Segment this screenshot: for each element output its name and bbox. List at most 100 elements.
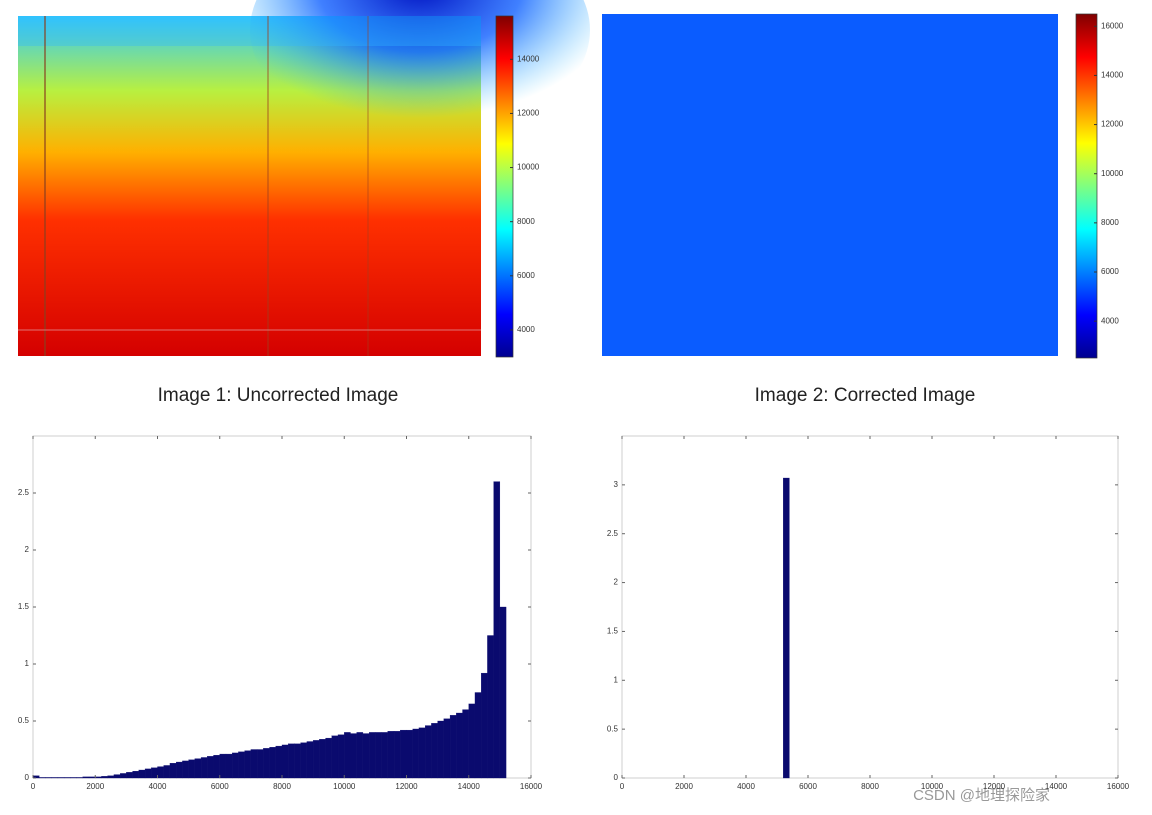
bar xyxy=(425,725,432,779)
x-tick-label: 4000 xyxy=(149,782,167,791)
bar xyxy=(76,777,83,779)
x-tick-label: 2000 xyxy=(675,782,693,791)
bar xyxy=(207,756,214,779)
plot-frame xyxy=(621,435,1119,779)
bar xyxy=(325,737,332,779)
y-tick-label: 3 xyxy=(614,480,619,489)
bar xyxy=(120,773,127,779)
bar xyxy=(400,729,407,779)
bar xyxy=(88,776,96,779)
bar xyxy=(344,732,351,779)
bar xyxy=(225,753,233,779)
bar xyxy=(443,718,451,779)
y-tick-label: 2.5 xyxy=(18,488,30,497)
x-tick-label: 12000 xyxy=(983,782,1006,791)
bar xyxy=(449,715,457,779)
bar xyxy=(126,772,133,779)
x-tick-label: 2000 xyxy=(86,782,104,791)
colorbar-tick-label: 14000 xyxy=(517,54,540,63)
x-tick-label: 0 xyxy=(620,782,625,791)
bar xyxy=(95,776,102,779)
bar xyxy=(132,771,139,779)
bar xyxy=(406,729,413,779)
colorbar xyxy=(495,15,514,358)
bar xyxy=(256,749,264,779)
bar xyxy=(387,731,395,779)
y-tick-label: 1.5 xyxy=(18,602,30,611)
bar xyxy=(456,712,463,779)
caption: Image 1: Uncorrected Image xyxy=(158,385,399,406)
bar xyxy=(107,775,115,779)
bar xyxy=(306,741,314,779)
bar xyxy=(169,763,177,779)
bar xyxy=(275,745,283,779)
bar xyxy=(375,732,382,779)
x-tick-label: 10000 xyxy=(333,782,356,791)
bar xyxy=(63,777,71,779)
colorbar-tick-label: 16000 xyxy=(1101,21,1124,30)
bar xyxy=(151,767,158,779)
bar xyxy=(45,777,52,779)
bar xyxy=(101,776,108,779)
bar xyxy=(288,743,295,779)
bar xyxy=(331,735,339,779)
bar xyxy=(499,606,507,779)
bar xyxy=(39,777,46,779)
y-tick-label: 0 xyxy=(25,773,30,782)
bar xyxy=(269,747,276,779)
heatmap-image-corrected xyxy=(602,14,1058,356)
bar xyxy=(412,728,420,779)
bar xyxy=(312,740,320,779)
bar xyxy=(381,732,388,779)
x-tick-label: 8000 xyxy=(861,782,879,791)
colorbar xyxy=(1075,13,1098,359)
colorbar-tick-label: 8000 xyxy=(517,217,535,226)
bar xyxy=(294,743,301,779)
colorbar-tick-label: 6000 xyxy=(1101,267,1119,276)
bar xyxy=(157,766,164,779)
y-tick-label: 2.5 xyxy=(607,529,619,538)
colorbar-tick-label: 4000 xyxy=(1101,316,1119,325)
colorbar-tick-label: 4000 xyxy=(517,325,535,334)
x-tick-label: 4000 xyxy=(737,782,755,791)
bar xyxy=(213,755,220,779)
x-tick-label: 12000 xyxy=(395,782,418,791)
bar xyxy=(144,768,152,779)
y-tick-label: 1 xyxy=(25,659,30,668)
colorbar-tick-label: 10000 xyxy=(517,163,540,172)
bar xyxy=(244,750,252,779)
colorbar-tick-label: 6000 xyxy=(517,271,535,280)
y-tick-label: 1 xyxy=(614,675,619,684)
bar xyxy=(487,635,494,779)
bar xyxy=(300,742,308,779)
x-tick-label: 0 xyxy=(31,782,36,791)
x-tick-label: 14000 xyxy=(458,782,481,791)
colorbar-tick-label: 12000 xyxy=(517,109,540,118)
bar xyxy=(493,481,501,779)
bar xyxy=(431,723,438,779)
y-tick-label: 0 xyxy=(614,773,619,782)
bar xyxy=(238,751,245,779)
bar xyxy=(437,720,444,779)
bar xyxy=(281,744,289,779)
bar xyxy=(138,769,146,779)
y-tick-label: 0.5 xyxy=(18,716,30,725)
bar xyxy=(418,727,426,779)
bar xyxy=(51,777,59,779)
bar xyxy=(200,757,208,779)
bar xyxy=(368,732,376,779)
bar xyxy=(182,760,189,779)
x-tick-label: 14000 xyxy=(1045,782,1068,791)
bar xyxy=(337,734,345,779)
bar xyxy=(350,733,357,779)
bar xyxy=(462,709,469,779)
watermark: CSDN @地理探险家 xyxy=(913,787,1050,804)
bar xyxy=(481,672,488,779)
bar xyxy=(194,758,202,779)
y-tick-label: 1.5 xyxy=(607,627,619,636)
bar xyxy=(176,761,183,779)
bar xyxy=(474,692,482,779)
bar xyxy=(232,752,239,779)
bar xyxy=(188,759,195,779)
